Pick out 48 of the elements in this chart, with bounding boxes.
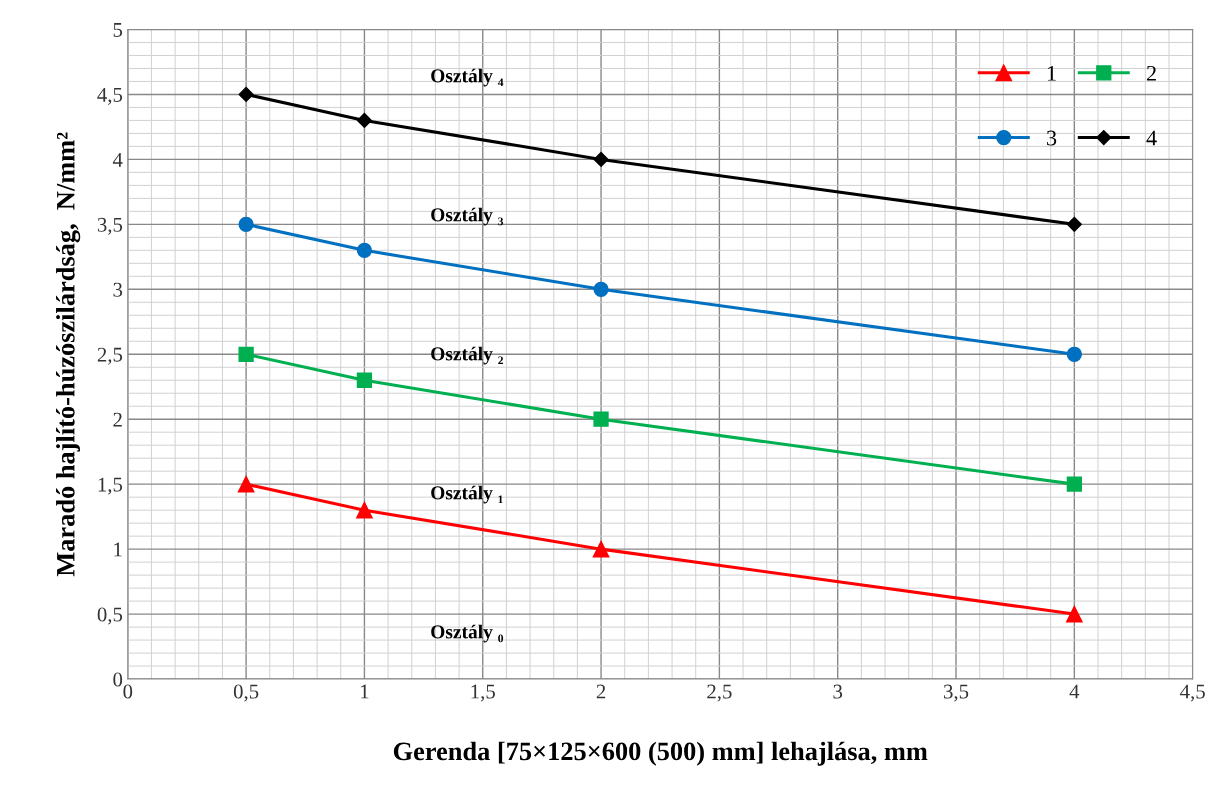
x-tick-label: 2 — [596, 684, 606, 699]
legend-label: 2 — [1146, 65, 1156, 81]
x-tick-label: 1 — [361, 684, 369, 699]
y-tick-label: 4 — [112, 152, 123, 167]
x-tick-label: 0,5 — [233, 684, 259, 702]
annotation: Osztály ₃ — [431, 207, 504, 226]
x-tick-label: 1,5 — [471, 684, 495, 702]
y-tick-label: 1,5 — [98, 477, 123, 495]
annotation: Osztály ₁ — [431, 485, 503, 504]
point — [593, 281, 609, 297]
point — [237, 475, 255, 493]
point — [593, 151, 609, 167]
annotation: Osztály ₂ — [431, 346, 504, 365]
point — [238, 216, 254, 232]
y-tick-label: 0 — [113, 672, 123, 687]
y-tick-label: 2,5 — [97, 347, 123, 365]
point — [356, 501, 373, 519]
x-tick-label: 2,5 — [707, 684, 732, 702]
point — [1066, 605, 1083, 623]
x-axis-title: Gerenda [75×125×600 (500) mm] lehajlása, mm — [393, 741, 928, 766]
point — [1066, 346, 1082, 362]
x-tick-label: 3,5 — [944, 684, 969, 702]
point — [1066, 216, 1082, 232]
point — [238, 346, 254, 362]
annotation: Osztály ₄ — [431, 68, 504, 87]
y-tick-label: 3 — [113, 282, 123, 297]
y-tick-label: 1 — [114, 542, 122, 557]
y-tick-label: 4,5 — [97, 87, 123, 105]
point — [238, 86, 254, 103]
x-tick-label: 4,5 — [1180, 684, 1205, 702]
point — [592, 540, 610, 558]
x-tick-label: 3 — [833, 684, 843, 699]
y-tick-label: 3,5 — [97, 217, 123, 235]
point — [356, 112, 372, 128]
point — [356, 372, 373, 388]
y-tick-label: 5 — [113, 23, 123, 37]
y-axis-title: Maradó hajlító-húzószilárdság, N/mm² — [56, 132, 81, 577]
point — [1066, 476, 1082, 492]
legend-label: 1 — [1047, 65, 1056, 81]
legend-label: 3 — [1047, 130, 1057, 146]
x-tick-label: 4 — [1069, 684, 1080, 699]
y-tick-label: 0,5 — [97, 607, 123, 625]
x-tick-label: 0 — [123, 684, 133, 699]
y-tick-label: 2 — [113, 412, 122, 427]
annotation: Osztály ₀ — [431, 624, 504, 643]
legend-label: 4 — [1146, 130, 1157, 146]
point — [593, 411, 609, 427]
point — [356, 242, 373, 258]
